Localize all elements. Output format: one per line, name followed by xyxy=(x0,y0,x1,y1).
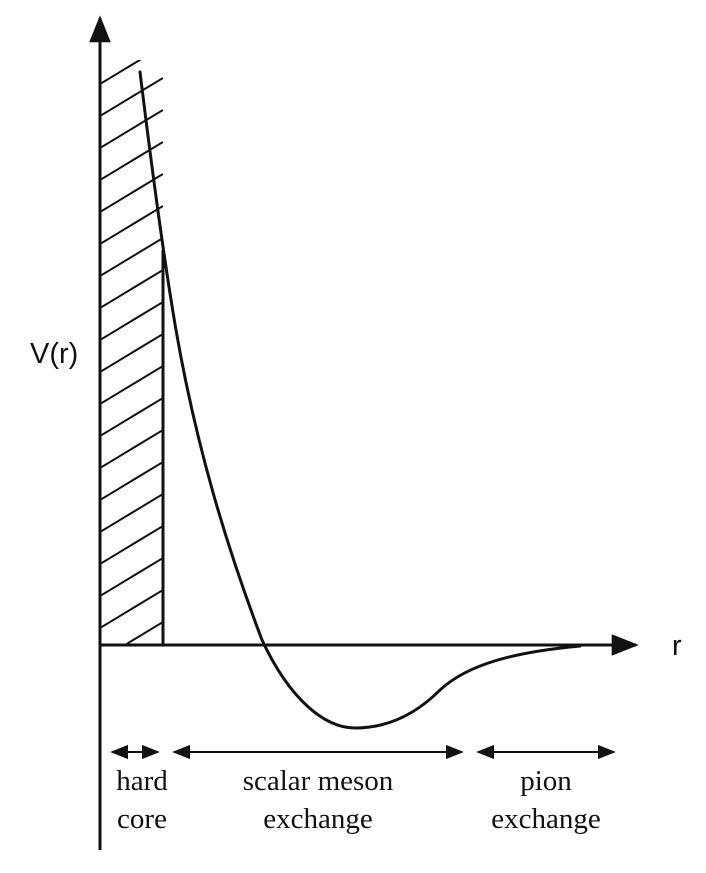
y-axis-label: V(r) xyxy=(30,338,78,370)
potential-curve xyxy=(138,70,582,730)
hatch-line xyxy=(100,589,163,629)
hatch-line xyxy=(100,525,163,565)
scalar-meson-label-line1: scalar meson xyxy=(243,765,394,797)
hatch-line xyxy=(100,461,163,501)
pion-label-line2: exchange xyxy=(491,803,601,835)
hatch-line xyxy=(100,493,163,533)
hard-core-label-line1: hard xyxy=(116,765,168,797)
hatch-line xyxy=(100,269,163,309)
hatch-line xyxy=(100,141,163,181)
hard-core-hatching xyxy=(100,14,163,645)
scalar-meson-label-line2: exchange xyxy=(263,803,373,835)
hatch-line xyxy=(122,621,163,645)
hatch-line xyxy=(100,333,163,373)
hard-core-label-line2: core xyxy=(117,803,167,835)
hatch-line xyxy=(100,557,163,597)
hatch-line xyxy=(100,14,163,52)
hatch-line xyxy=(100,205,163,245)
hatch-line xyxy=(100,237,163,277)
pion-label-line1: pion xyxy=(520,765,572,797)
hatch-line xyxy=(100,109,163,149)
hatch-line xyxy=(100,397,163,437)
hatch-line xyxy=(100,365,163,405)
hatch-line xyxy=(100,429,163,469)
x-axis-label: r xyxy=(672,630,682,662)
hatch-line xyxy=(100,77,163,117)
hatch-line xyxy=(100,60,142,85)
hatch-line xyxy=(100,301,163,341)
